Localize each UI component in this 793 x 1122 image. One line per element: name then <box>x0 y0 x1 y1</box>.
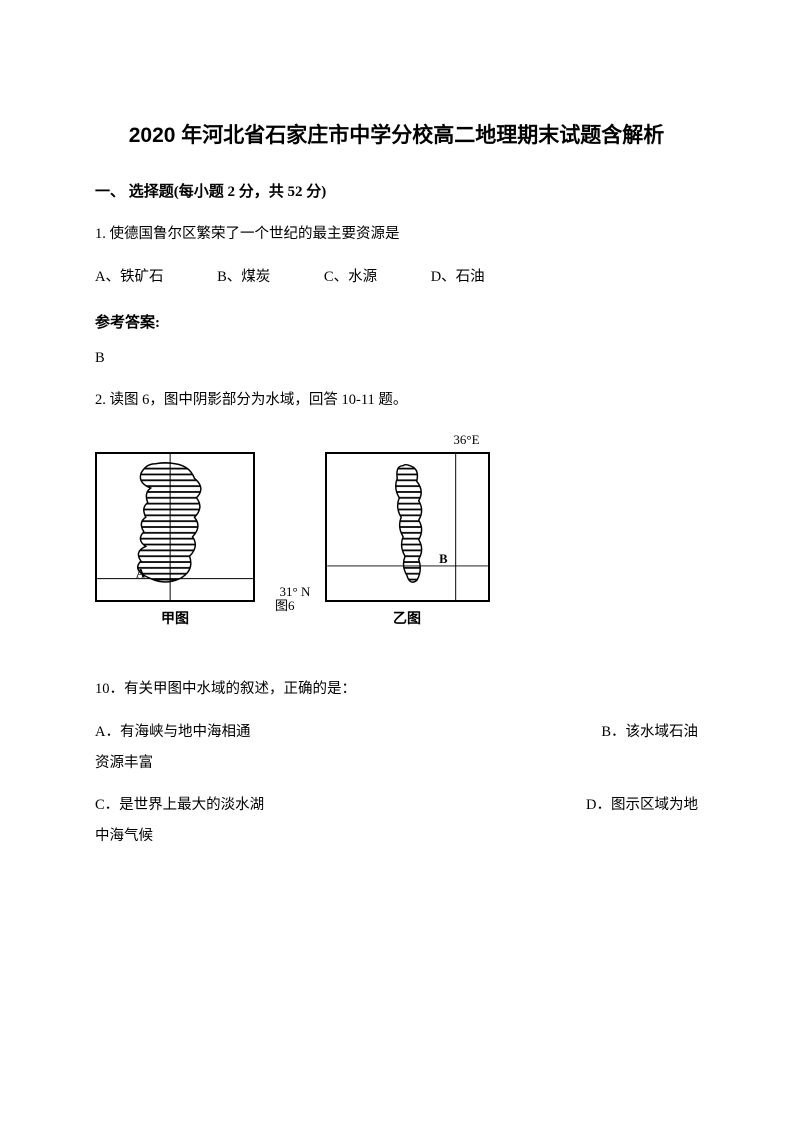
map-b-label: 乙图 <box>325 608 490 628</box>
map-b-wrap: 36°E 31° N B 乙图 <box>325 452 490 628</box>
q10-option-d-cont: 中海气候 <box>95 823 698 851</box>
q10-option-d: D．图示区域为地 <box>586 794 698 817</box>
map-a-svg: A <box>97 454 253 600</box>
point-a-label: A <box>136 567 146 581</box>
q10-row-ab: A．有海峡与地中海相通 B．该水域石油 <box>95 721 698 744</box>
q10-option-b: B．该水域石油 <box>601 721 698 744</box>
q1-option-a: A、铁矿石 <box>95 266 163 289</box>
question-10-text: 10．有关甲图中水域的叙述，正确的是： <box>95 678 698 701</box>
page-title: 2020 年河北省石家庄市中学分校高二地理期末试题含解析 <box>95 120 698 152</box>
figure-container: A 甲图 图6 36°E 31° N B 乙图 <box>95 452 698 628</box>
question-1-text: 1. 使德国鲁尔区繁荣了一个世纪的最主要资源是 <box>95 223 698 246</box>
q10-option-a: A．有海峡与地中海相通 <box>95 721 250 744</box>
q10-option-c: C．是世界上最大的淡水湖 <box>95 794 264 817</box>
map-a-box: A <box>95 452 255 602</box>
q10-option-b-cont: 资源丰富 <box>95 750 698 778</box>
map-a-label: 甲图 <box>95 608 255 628</box>
answer-label: 参考答案: <box>95 311 698 332</box>
q1-option-d: D、石油 <box>431 266 485 289</box>
map-b-svg: B <box>327 454 488 600</box>
map-a-wrap: A 甲图 <box>95 452 255 628</box>
question-1-options: A、铁矿石 B、煤炭 C、水源 D、石油 <box>95 266 698 289</box>
section-header: 一、 选择题(每小题 2 分，共 52 分) <box>95 180 698 201</box>
coord-36e: 36°E <box>453 432 479 448</box>
q10-row-cd: C．是世界上最大的淡水湖 D．图示区域为地 <box>95 794 698 817</box>
q1-answer: B <box>95 350 698 367</box>
coord-31n: 31° N <box>280 584 311 600</box>
point-b-label: B <box>439 552 448 566</box>
question-2-text: 2. 读图 6，图中阴影部分为水域，回答 10-11 题。 <box>95 389 698 412</box>
q1-option-b: B、煤炭 <box>217 266 270 289</box>
q1-option-c: C、水源 <box>324 266 377 289</box>
map-b-box: B <box>325 452 490 602</box>
